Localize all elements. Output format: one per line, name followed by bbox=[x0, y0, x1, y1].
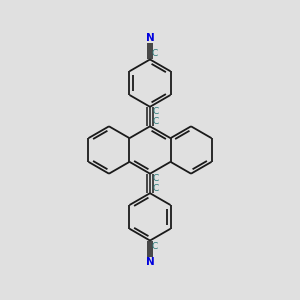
Text: C: C bbox=[152, 117, 158, 126]
Text: C: C bbox=[152, 174, 158, 183]
Text: C: C bbox=[152, 107, 158, 116]
Text: C: C bbox=[152, 184, 158, 193]
Text: C: C bbox=[151, 242, 158, 251]
Text: N: N bbox=[146, 257, 154, 267]
Text: N: N bbox=[146, 33, 154, 43]
Text: C: C bbox=[151, 49, 158, 58]
